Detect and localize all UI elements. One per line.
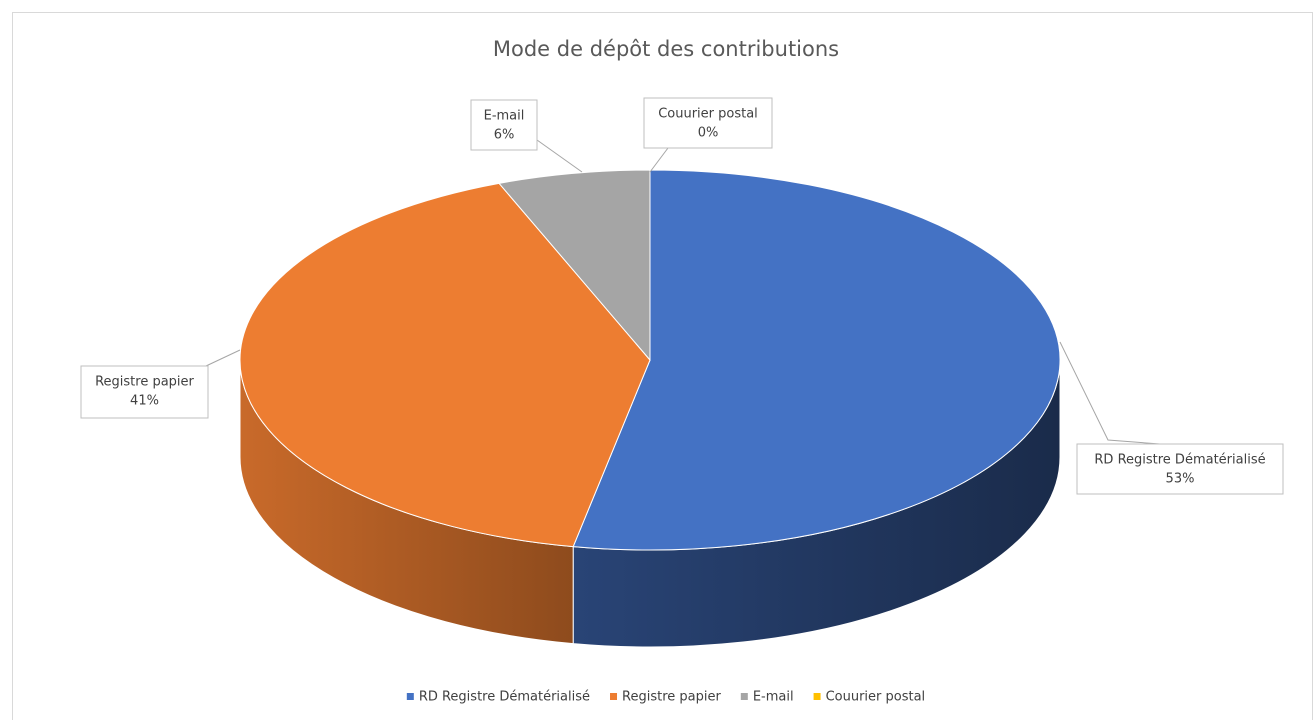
data-label-box (80, 365, 209, 419)
legend-swatch (406, 693, 414, 700)
slice (239, 182, 651, 548)
data-label-name: Registre papier (95, 375, 194, 390)
legend-swatch (740, 693, 748, 700)
leader-line (536, 139, 583, 173)
data-label-name: RD Registre Dématérialisé (1094, 453, 1265, 468)
legend-label: RD Registre Dématérialisé (419, 690, 590, 705)
chart-title: Mode de dépôt des contributions (493, 37, 839, 61)
data-label-name: Couurier postal (658, 107, 758, 122)
leader-line (649, 147, 669, 173)
data-label-value: 41% (130, 394, 159, 409)
slice (498, 169, 651, 362)
legend-label: Registre papier (622, 690, 721, 705)
legend-swatch (610, 693, 618, 700)
leader-line (205, 349, 241, 367)
data-label-box (1076, 443, 1284, 495)
legend-label: E-mail (753, 690, 794, 705)
leader-line (1059, 341, 1161, 445)
data-label-box (643, 97, 773, 149)
slice (572, 169, 1061, 551)
data-label-value: 0% (698, 126, 719, 141)
legend-swatch (813, 693, 821, 700)
data-label-box (470, 99, 538, 151)
data-label-value: 6% (494, 128, 515, 143)
data-label-name: E-mail (484, 109, 525, 124)
data-label-value: 53% (1166, 472, 1195, 487)
legend-label: Couurier postal (826, 690, 926, 705)
